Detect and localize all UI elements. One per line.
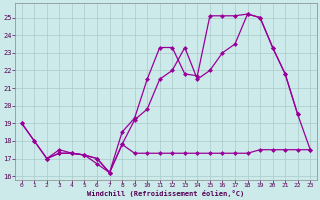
X-axis label: Windchill (Refroidissement éolien,°C): Windchill (Refroidissement éolien,°C) (87, 190, 244, 197)
